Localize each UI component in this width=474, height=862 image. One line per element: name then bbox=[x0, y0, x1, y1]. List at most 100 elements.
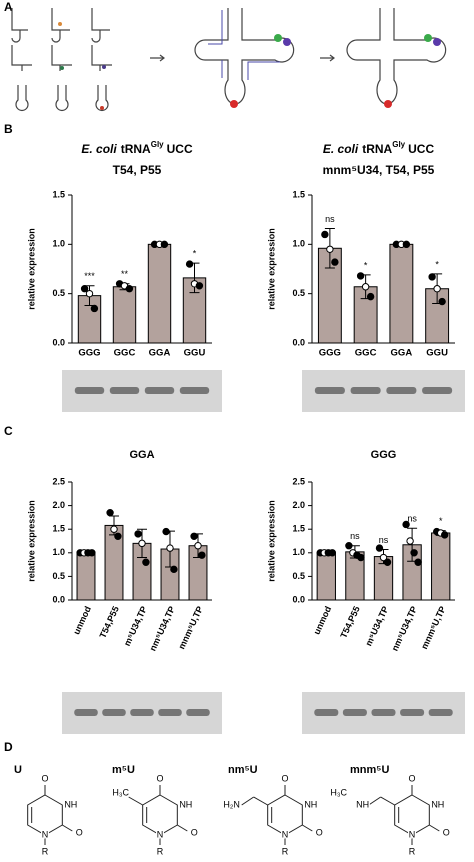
atom-label: O bbox=[443, 827, 450, 837]
bond bbox=[177, 824, 188, 832]
x-tick-label: nm⁵U34,TP bbox=[148, 605, 177, 653]
x-tick-label: GGC bbox=[114, 348, 136, 359]
y-tick-label: 0.5 bbox=[292, 288, 305, 298]
y-tick-label: 1.5 bbox=[52, 189, 65, 199]
bar bbox=[431, 532, 451, 601]
y-axis-label: relative expression bbox=[266, 228, 276, 310]
atom-label: O bbox=[408, 773, 415, 783]
data-point bbox=[356, 272, 365, 280]
data-point bbox=[366, 292, 375, 301]
data-point bbox=[321, 230, 329, 239]
atom-label: H₃C bbox=[330, 787, 347, 797]
chart-subtitle: T54, P55 bbox=[113, 163, 162, 177]
significance: ns bbox=[379, 535, 389, 545]
y-tick-label: 2.5 bbox=[52, 476, 65, 486]
data-point bbox=[142, 558, 150, 566]
atom-label: N bbox=[282, 829, 289, 839]
chart-title: E. coli tRNAGly UCC bbox=[323, 140, 435, 156]
bond bbox=[380, 796, 395, 806]
data-point bbox=[402, 520, 410, 529]
bar bbox=[316, 552, 336, 601]
gel-band bbox=[74, 709, 98, 716]
y-tick-label: 0.0 bbox=[52, 337, 65, 347]
bar bbox=[112, 286, 137, 344]
x-tick-label: T54,P55 bbox=[338, 605, 361, 640]
bond bbox=[128, 796, 143, 806]
x-tick-label: GGU bbox=[426, 348, 448, 359]
gel-band bbox=[314, 387, 345, 394]
atom-label: H₃C bbox=[112, 787, 129, 797]
gel-band bbox=[179, 387, 210, 394]
data-point bbox=[357, 553, 365, 562]
x-tick-label: m⁵U34,TP bbox=[122, 605, 149, 648]
chart-subtitle: mnm⁵U34, T54, P55 bbox=[323, 163, 435, 177]
data-point bbox=[106, 508, 114, 517]
data-point bbox=[166, 544, 174, 552]
title-molecule: tRNA bbox=[362, 142, 392, 156]
y-tick-label: 1.0 bbox=[52, 239, 65, 249]
atom-label: NH bbox=[356, 799, 369, 809]
data-point bbox=[438, 297, 446, 306]
bond bbox=[368, 796, 381, 806]
data-point bbox=[198, 551, 206, 559]
data-point bbox=[375, 544, 384, 552]
x-tick-label: GGA bbox=[149, 348, 171, 359]
data-point bbox=[402, 240, 411, 249]
significance: * bbox=[364, 260, 368, 270]
y-tick-label: 0.5 bbox=[292, 571, 305, 581]
structure-name: U bbox=[14, 764, 22, 776]
panel-label: C bbox=[4, 424, 13, 438]
gel-band bbox=[109, 387, 140, 394]
data-point bbox=[326, 245, 334, 253]
y-tick-label: 2.5 bbox=[292, 476, 305, 486]
gel-band bbox=[144, 387, 175, 394]
data-point bbox=[185, 260, 194, 268]
gel-band bbox=[400, 709, 425, 716]
x-tick-label: GGU bbox=[184, 348, 206, 359]
y-tick-label: 0.5 bbox=[52, 571, 65, 581]
data-point bbox=[441, 531, 449, 539]
data-point bbox=[114, 532, 122, 540]
bond bbox=[429, 824, 440, 832]
atom-label: NH bbox=[304, 799, 317, 809]
gel-band bbox=[130, 709, 154, 716]
atom-label: R bbox=[42, 846, 49, 856]
atom-label: R bbox=[409, 846, 416, 856]
panel-label: D bbox=[4, 740, 13, 754]
y-tick-label: 0.0 bbox=[52, 594, 65, 604]
data-point bbox=[138, 539, 146, 548]
y-tick-label: 0.0 bbox=[292, 337, 305, 347]
atom-label: R bbox=[157, 846, 164, 856]
x-tick-label: GGA bbox=[391, 348, 413, 359]
atom-label: N bbox=[409, 829, 416, 839]
y-tick-label: 2.0 bbox=[292, 500, 305, 510]
data-point bbox=[410, 549, 418, 557]
title-anticodon: UCC bbox=[167, 142, 193, 156]
gel-band bbox=[371, 709, 396, 716]
atom-label: O bbox=[156, 773, 163, 783]
data-point bbox=[110, 525, 118, 533]
data-point bbox=[414, 558, 422, 566]
significance: ns bbox=[325, 214, 335, 224]
x-tick-label: mnm⁵U,TP bbox=[176, 605, 205, 651]
data-point bbox=[428, 273, 436, 281]
gel-band bbox=[74, 387, 105, 394]
significance: ns bbox=[407, 514, 417, 524]
atom-label: O bbox=[76, 827, 83, 837]
gel-band bbox=[350, 387, 381, 394]
y-tick-label: 1.5 bbox=[292, 524, 305, 534]
y-tick-label: 1.5 bbox=[52, 524, 65, 534]
data-point bbox=[361, 283, 370, 291]
bond bbox=[302, 824, 313, 832]
atom-label: N bbox=[42, 829, 49, 839]
significance: * bbox=[439, 516, 443, 526]
significance: *** bbox=[84, 271, 95, 281]
bar bbox=[389, 243, 414, 344]
bar bbox=[147, 243, 172, 344]
data-point bbox=[80, 285, 89, 293]
data-point bbox=[433, 285, 441, 293]
x-tick-label: unmod bbox=[312, 605, 334, 636]
panel-label: B bbox=[4, 122, 13, 136]
data-point bbox=[379, 553, 388, 562]
